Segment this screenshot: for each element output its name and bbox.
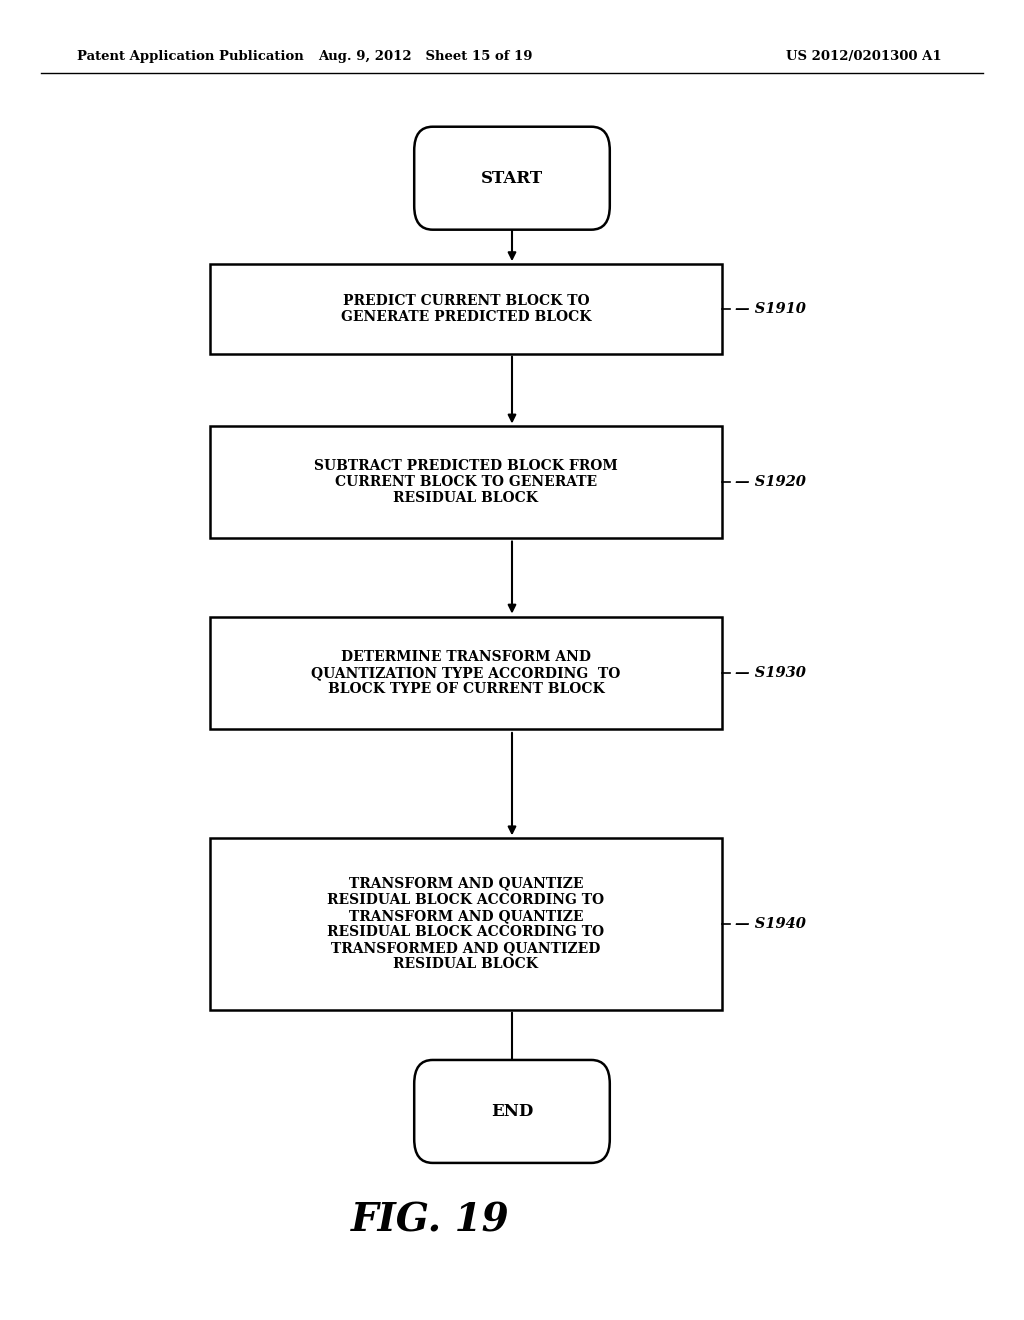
Text: Patent Application Publication: Patent Application Publication	[77, 50, 303, 63]
FancyBboxPatch shape	[414, 127, 609, 230]
Text: DETERMINE TRANSFORM AND
QUANTIZATION TYPE ACCORDING  TO
BLOCK TYPE OF CURRENT BL: DETERMINE TRANSFORM AND QUANTIZATION TYP…	[311, 649, 621, 697]
Text: — S1930: — S1930	[735, 667, 806, 680]
Text: US 2012/0201300 A1: US 2012/0201300 A1	[786, 50, 942, 63]
Text: TRANSFORM AND QUANTIZE
RESIDUAL BLOCK ACCORDING TO
TRANSFORM AND QUANTIZE
RESIDU: TRANSFORM AND QUANTIZE RESIDUAL BLOCK AC…	[328, 876, 604, 972]
FancyBboxPatch shape	[210, 838, 722, 1010]
Text: START: START	[481, 170, 543, 186]
Text: Aug. 9, 2012   Sheet 15 of 19: Aug. 9, 2012 Sheet 15 of 19	[317, 50, 532, 63]
Text: — S1910: — S1910	[735, 302, 806, 315]
Text: FIG. 19: FIG. 19	[351, 1203, 509, 1239]
FancyBboxPatch shape	[414, 1060, 609, 1163]
Text: SUBTRACT PREDICTED BLOCK FROM
CURRENT BLOCK TO GENERATE
RESIDUAL BLOCK: SUBTRACT PREDICTED BLOCK FROM CURRENT BL…	[314, 458, 617, 506]
FancyBboxPatch shape	[210, 618, 722, 729]
FancyBboxPatch shape	[210, 264, 722, 354]
FancyBboxPatch shape	[210, 425, 722, 539]
Text: — S1920: — S1920	[735, 475, 806, 488]
Text: PREDICT CURRENT BLOCK TO
GENERATE PREDICTED BLOCK: PREDICT CURRENT BLOCK TO GENERATE PREDIC…	[341, 294, 591, 323]
Text: — S1940: — S1940	[735, 917, 806, 931]
Text: END: END	[490, 1104, 534, 1119]
